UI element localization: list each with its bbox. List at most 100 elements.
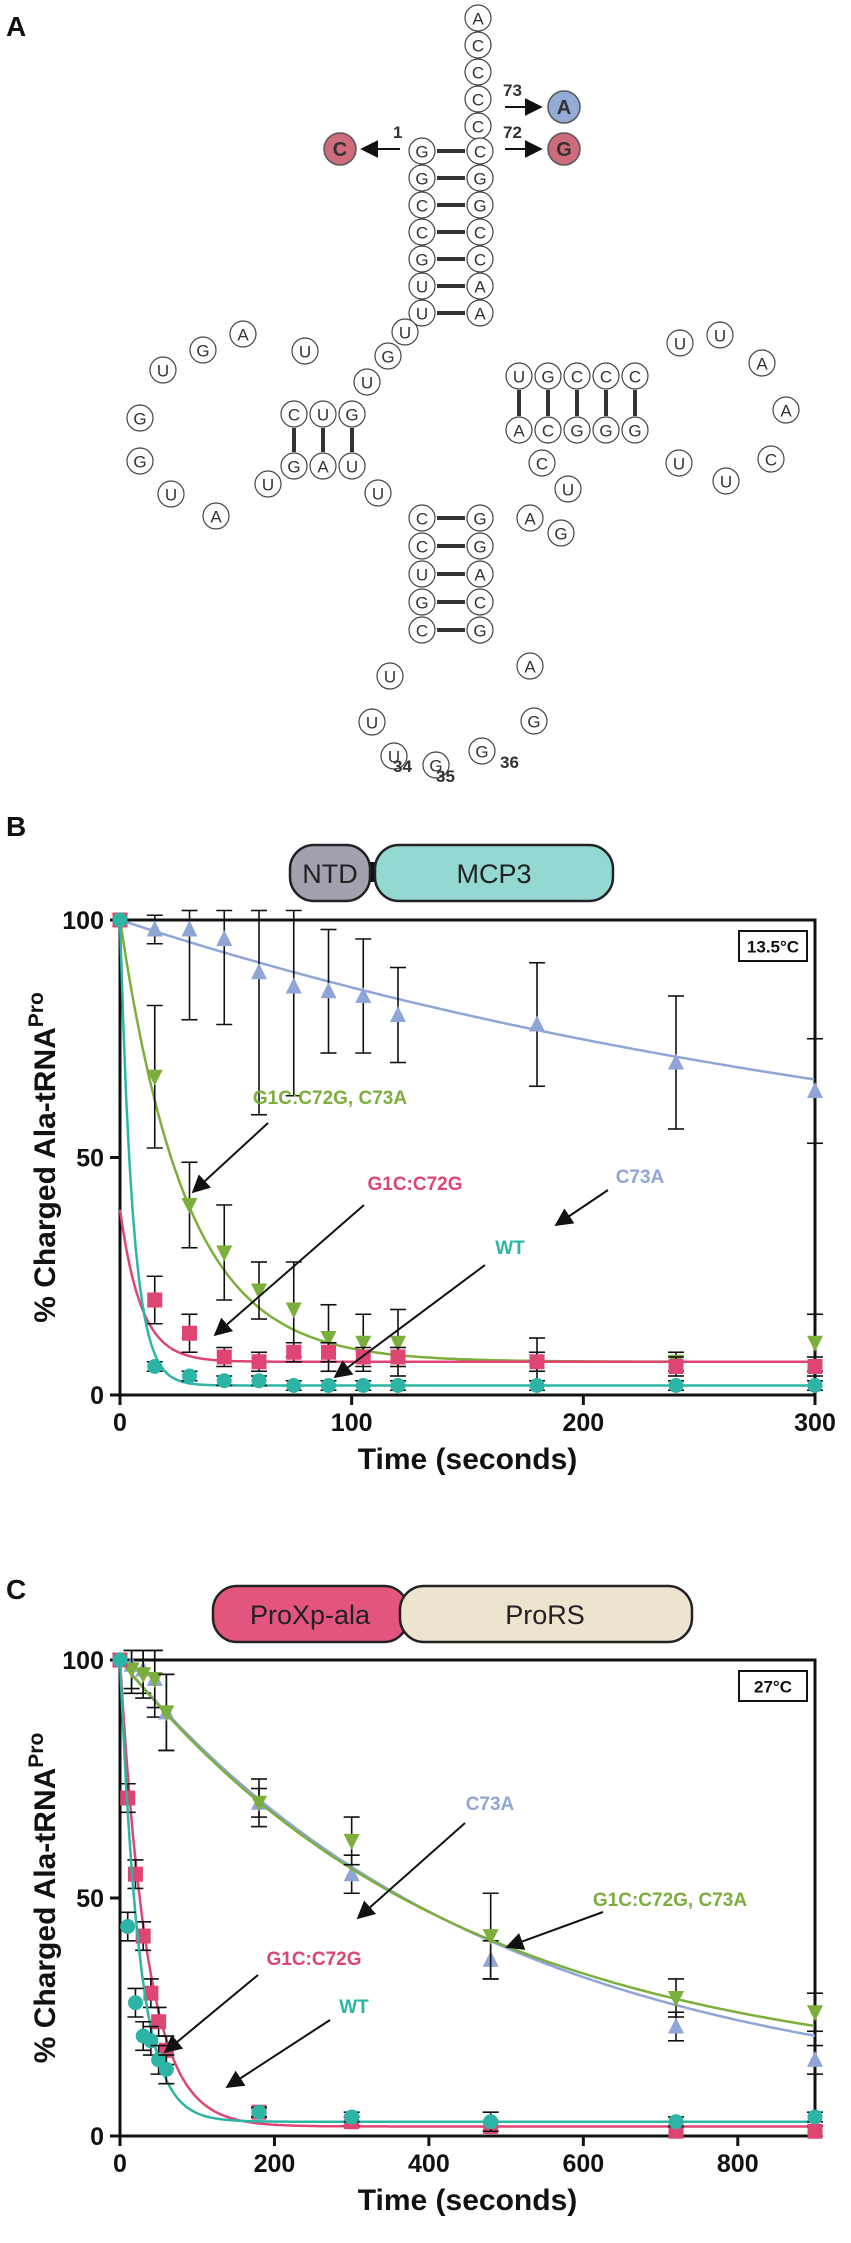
nucleotide-acceptor-5p-4-circle	[408, 245, 436, 273]
nucleotide-acceptor-3p-4: C	[474, 251, 486, 270]
data-point	[807, 1082, 823, 1098]
nucleotide-acceptor-3p-3: C	[474, 224, 486, 243]
nucleotide-d-stem-bottom-1: A	[317, 458, 329, 477]
nucleotide-t-stem-bottom-3-circle	[592, 416, 620, 444]
nucleotide-d-stem-top-1: U	[317, 406, 329, 425]
nucleotide-d-loop-5: G	[196, 342, 209, 361]
data-point	[143, 2033, 159, 2049]
nucleotide-t-stem-top-1-circle	[534, 362, 562, 390]
data-point	[482, 1929, 499, 1946]
panel-label-c: C	[6, 1574, 26, 1605]
nucleotide-t-stem-bottom-1: C	[542, 422, 554, 441]
data-point	[668, 1378, 684, 1393]
nucleotide-anticodon-loop-2: U	[388, 748, 400, 767]
x-tick-label: 800	[717, 2150, 759, 2178]
nucleotide-acceptor-tail-0: A	[472, 10, 484, 29]
nucleotide-t-loop-4-circle	[757, 445, 785, 473]
nucleotide-variable-1: G	[554, 525, 567, 544]
nucleotide-acceptor-5p-1-circle	[408, 164, 436, 192]
y-axis-title: % Charged Ala-tRNAPro	[25, 992, 62, 1323]
temperature-badge: 13.5°C	[738, 930, 808, 962]
data-point	[146, 920, 163, 937]
y-tick-label: 50	[76, 1145, 104, 1173]
data-point	[529, 1378, 545, 1393]
y-axis-title: % Charged Ala-tRNAPro	[25, 1733, 62, 2064]
annotation-G1C:C72G, C73A: G1C:C72G, C73A	[505, 1890, 747, 1950]
nucleotide-d-loop-6: U	[157, 362, 169, 381]
chart-c: 0 50 100 0 200 400 600 800 Time (seconds) % Charg…	[25, 1647, 823, 2217]
nucleotide-anticodon-3p-4: G	[473, 622, 486, 641]
nucleotide-t-stem-bottom-4-circle	[621, 416, 649, 444]
y-tick-label: 0	[90, 1382, 104, 1410]
data-point	[286, 1378, 302, 1393]
temperature-label: 27°C	[754, 1678, 792, 1697]
data-point	[127, 1995, 143, 2011]
nucleotide-t-loop-7: C	[536, 455, 548, 474]
mutation-g72-circle	[547, 132, 581, 166]
nucleotide-anticodon-3p-3: C	[474, 594, 486, 613]
nucleotide-acceptor-5p-0: G	[415, 143, 428, 162]
nucleotide-acceptor-3p-0-circle	[466, 137, 494, 165]
annotation-label: C73A	[466, 1794, 515, 1815]
y-axis-title-superscript: Pro	[25, 992, 48, 1027]
nucleotide-t-stem-top-1: G	[541, 368, 554, 387]
annotation-label: G1C:C72G	[367, 1174, 462, 1195]
nucleotide-d-stem-top-2-circle	[338, 400, 366, 428]
nucleotide-t-stem-bottom-4: G	[628, 422, 641, 441]
data-point	[321, 1344, 336, 1360]
data-point	[112, 912, 128, 928]
nucleotide-acceptor-tail-3: C	[472, 91, 484, 110]
annotation-C73A: C73A	[356, 1794, 515, 1920]
nucleotide-acceptor-tail-2-circle	[464, 58, 492, 86]
nucleotide-anticodon-loop-4-circle	[468, 737, 496, 765]
data-point	[668, 1359, 684, 1374]
annotation-label: G1C:C72G	[266, 1949, 361, 1970]
data-point	[147, 1359, 163, 1374]
nucleotide-anticodon-5p-0: C	[416, 510, 428, 529]
annotation-arrow	[225, 2019, 331, 2088]
nucleotide-d-loop-6-circle	[149, 356, 177, 384]
nucleotide-t-loop-1-circle	[706, 321, 734, 349]
series-WT	[112, 912, 823, 1393]
nucleotide-d-loop-10-circle	[202, 502, 230, 530]
series-WT	[112, 1652, 823, 2133]
nucleotide-d-stem-bottom-2: U	[346, 458, 358, 477]
position-34-label: 34	[393, 757, 412, 776]
nucleotide-d-stem-bottom-2-circle	[338, 452, 366, 480]
nucleotide-anticodon-5p-3-circle	[408, 588, 436, 616]
annotation-G1C:C72G: G1C:C72G	[163, 1949, 362, 2054]
data-point	[216, 1349, 232, 1365]
data-point	[355, 1335, 372, 1352]
x-tick-label: 0	[113, 1409, 127, 1437]
nucleotide-acceptor-3p-0: C	[474, 143, 486, 162]
position-35-label: 35	[436, 767, 455, 786]
nucleotide-t-loop-1: U	[714, 327, 726, 346]
mutation-g72-label: G	[556, 139, 572, 161]
mutation-c1-label: C	[333, 139, 347, 161]
data-point	[182, 1325, 197, 1341]
nucleotide-t-stem-top-0: U	[513, 368, 525, 387]
nucleotide-anticodon-loop-5-circle	[520, 707, 548, 735]
nucleotide-d-stem-bottom-1-circle	[309, 452, 337, 480]
nucleotide-anticodon-5p-0-circle	[408, 504, 436, 532]
data-point	[529, 1015, 545, 1032]
nucleotide-d-loop-1-circle	[374, 342, 402, 370]
nucleotide-acceptor-tail-1: C	[472, 37, 484, 56]
nucleotide-acceptor-3p-2-circle	[466, 191, 494, 219]
nucleotide-d-loop-2: U	[361, 374, 373, 393]
annotation-G1C:C72G, C73A: G1C:C72G, C73A	[191, 1088, 407, 1194]
data-point	[668, 1990, 684, 2007]
fit-curve	[119, 1659, 816, 2028]
data-point	[320, 982, 337, 999]
nucleotide-acceptor-5p-4: G	[415, 251, 428, 270]
nucleotide-anticodon-5p-2: U	[416, 566, 428, 585]
annotation-C73A: C73A	[554, 1167, 665, 1227]
nucleotide-acceptor-5p-3-circle	[408, 218, 436, 246]
mutation-a73-circle	[547, 90, 581, 124]
nucleotide-d-stem-top-0: C	[288, 406, 300, 425]
nucleotide-anticodon-loop-5: G	[527, 713, 540, 732]
x-tick-label: 300	[794, 1409, 836, 1437]
nucleotide-t-loop-0: U	[674, 335, 686, 354]
annotation-label: G1C:C72G, C73A	[593, 1890, 747, 1911]
